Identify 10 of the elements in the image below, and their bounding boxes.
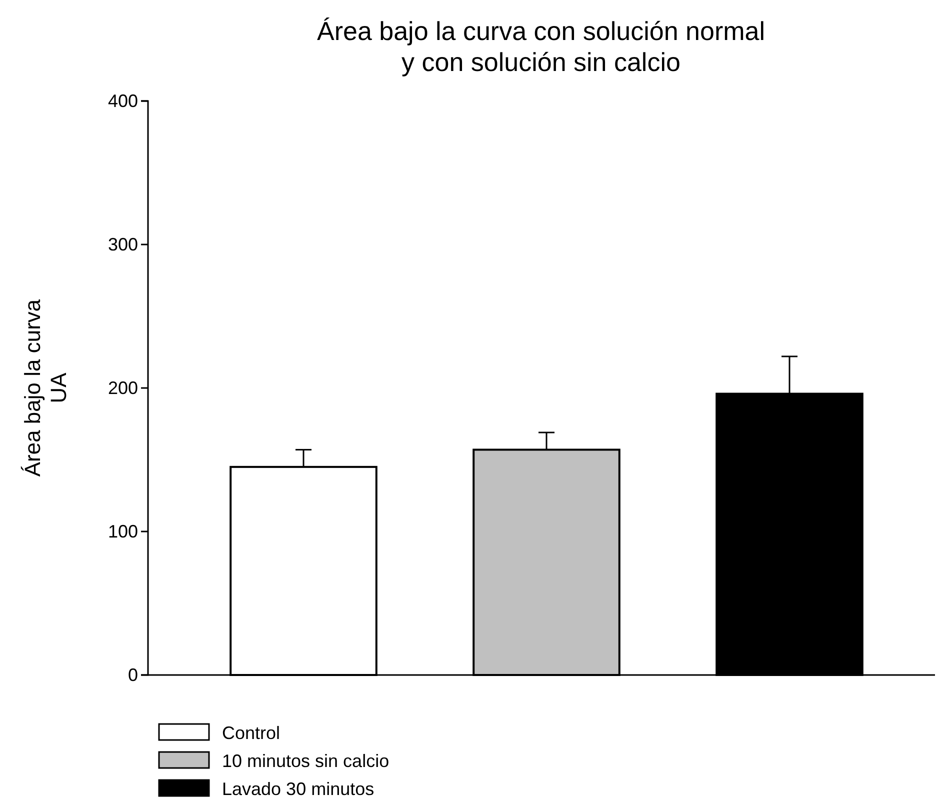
legend-label: 10 minutos sin calcio (222, 751, 390, 771)
y-tick-label: 400 (108, 90, 138, 111)
y-tick-label: 0 (128, 664, 138, 685)
chart-title: Área bajo la curva con solución normal y con solución sin calcio (316, 16, 766, 77)
y-tick-label: 100 (108, 521, 138, 542)
y-tick-label: 200 (108, 378, 138, 398)
legend-label: Lavado 30 minutos (222, 779, 374, 799)
legend-label: Control (222, 723, 280, 743)
y-axis-title: Área bajo la curva UA (20, 298, 71, 477)
y-tick-label: 300 (108, 234, 138, 254)
